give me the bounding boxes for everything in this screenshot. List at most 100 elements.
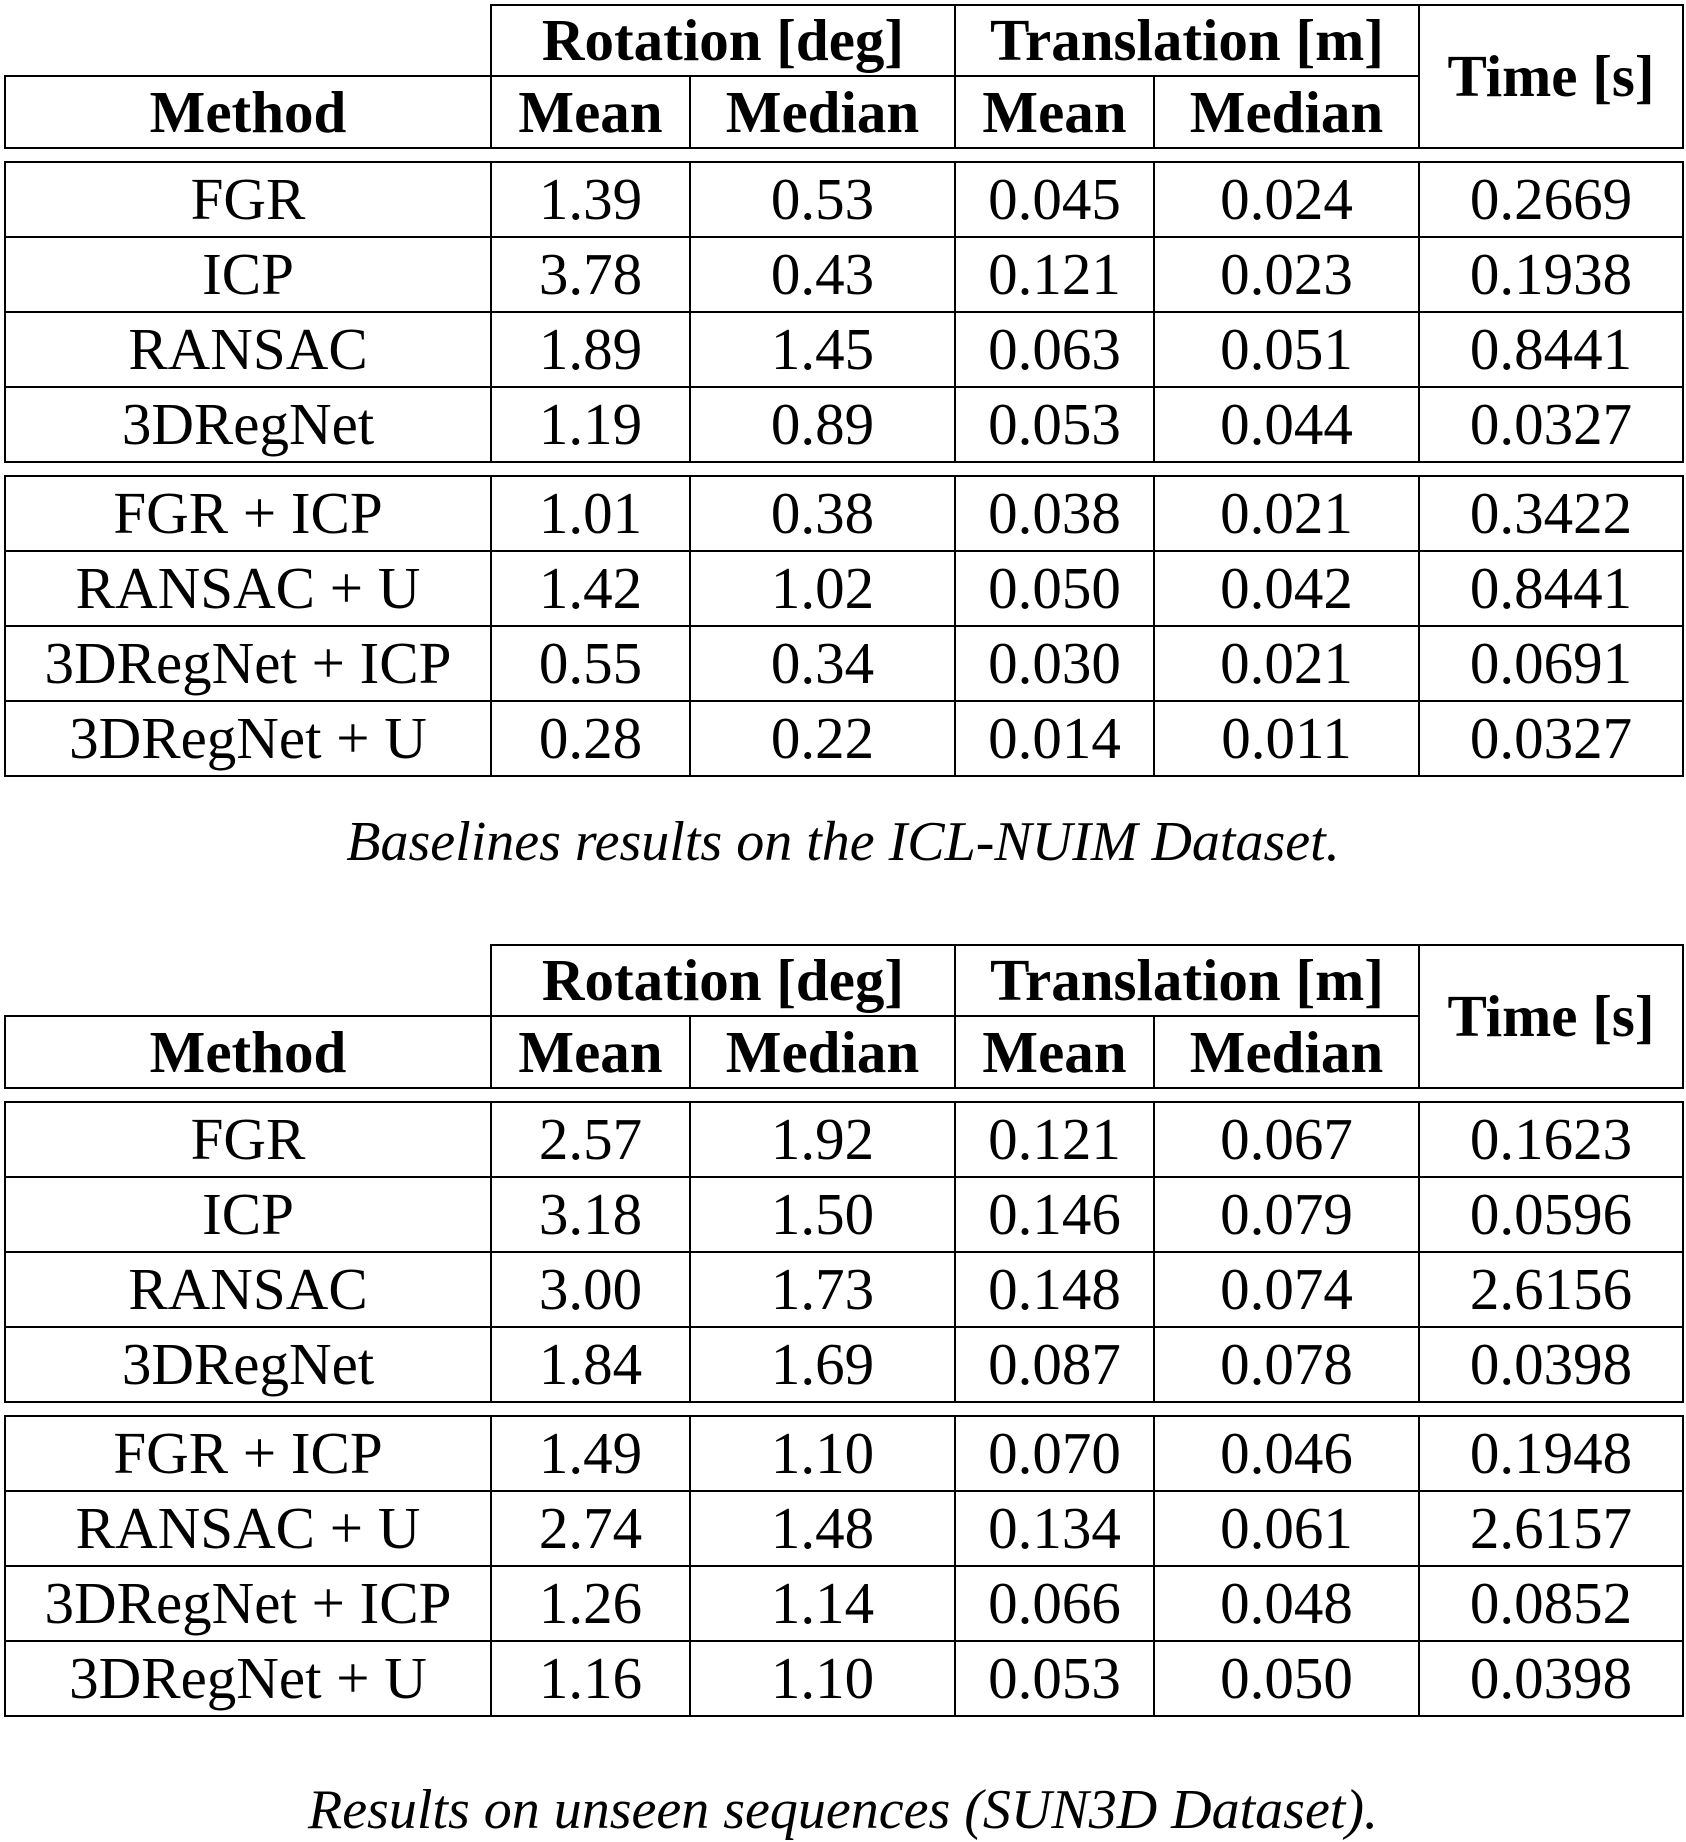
translation-median-header: Median <box>1153 1015 1420 1089</box>
method-cell: ICP <box>4 1176 492 1253</box>
rotation-median-cell: 1.10 <box>689 1415 956 1492</box>
translation-median-cell: 0.042 <box>1153 550 1420 627</box>
translation-mean-cell: 0.053 <box>954 1640 1155 1717</box>
time-header: Time [s] <box>1418 4 1684 149</box>
table-row: ICP 3.78 0.43 0.121 0.023 0.1938 <box>4 236 1684 313</box>
method-header: Method <box>4 1015 492 1089</box>
rotation-mean-cell: 2.74 <box>490 1490 691 1567</box>
rotation-median-cell: 0.89 <box>689 386 956 463</box>
table-body: FGR 2.57 1.92 0.121 0.067 0.1623 ICP 3.18 1.50 0.… <box>4 1087 1684 1717</box>
rotation-mean-cell: 2.57 <box>490 1101 691 1178</box>
translation-median-cell: 0.048 <box>1153 1565 1420 1642</box>
method-cell: RANSAC <box>4 1251 492 1328</box>
rotation-mean-cell: 1.26 <box>490 1565 691 1642</box>
method-cell: FGR + ICP <box>4 1415 492 1492</box>
table-row: 3DRegNet + ICP 0.55 0.34 0.030 0.021 0.0691 <box>4 625 1684 702</box>
time-cell: 0.0327 <box>1418 386 1684 463</box>
table-row: RANSAC 1.89 1.45 0.063 0.051 0.8441 <box>4 311 1684 388</box>
rotation-group-header: Rotation [deg] <box>490 944 956 1017</box>
time-cell: 0.8441 <box>1418 311 1684 388</box>
time-cell: 0.3422 <box>1418 475 1684 552</box>
rotation-mean-cell: 1.39 <box>490 161 691 238</box>
rotation-median-cell: 0.38 <box>689 475 956 552</box>
time-header: Time [s] <box>1418 944 1684 1089</box>
rotation-median-cell: 1.02 <box>689 550 956 627</box>
blank-header-cell <box>5 5 492 77</box>
rotation-mean-cell: 3.00 <box>490 1251 691 1328</box>
translation-mean-cell: 0.070 <box>954 1415 1155 1492</box>
rotation-median-header: Median <box>689 75 956 149</box>
translation-median-cell: 0.078 <box>1153 1326 1420 1403</box>
table-row: 3DRegNet + ICP 1.26 1.14 0.066 0.048 0.0852 <box>4 1565 1684 1642</box>
rotation-median-cell: 0.53 <box>689 161 956 238</box>
translation-mean-cell: 0.038 <box>954 475 1155 552</box>
method-cell: 3DRegNet <box>4 386 492 463</box>
method-cell: 3DRegNet + ICP <box>4 625 492 702</box>
translation-mean-cell: 0.050 <box>954 550 1155 627</box>
rotation-median-cell: 1.50 <box>689 1176 956 1253</box>
method-cell: RANSAC <box>4 311 492 388</box>
method-cell: FGR + ICP <box>4 475 492 552</box>
method-cell: 3DRegNet <box>4 1326 492 1403</box>
time-cell: 2.6157 <box>1418 1490 1684 1567</box>
time-cell: 0.0398 <box>1418 1326 1684 1403</box>
translation-mean-header: Mean <box>954 1015 1155 1089</box>
translation-median-cell: 0.051 <box>1153 311 1420 388</box>
translation-median-cell: 0.044 <box>1153 386 1420 463</box>
rotation-mean-cell: 1.49 <box>490 1415 691 1492</box>
translation-group-header: Translation [m] <box>954 4 1420 77</box>
group-spacer <box>5 1087 1683 1103</box>
table-row: FGR + ICP 1.49 1.10 0.070 0.046 0.1948 <box>4 1415 1684 1492</box>
rotation-median-cell: 1.48 <box>689 1490 956 1567</box>
table-row: RANSAC + U 2.74 1.48 0.134 0.061 2.6157 <box>4 1490 1684 1567</box>
rotation-median-cell: 0.43 <box>689 236 956 313</box>
translation-mean-cell: 0.134 <box>954 1490 1155 1567</box>
translation-median-cell: 0.023 <box>1153 236 1420 313</box>
time-cell: 0.8441 <box>1418 550 1684 627</box>
translation-median-cell: 0.050 <box>1153 1640 1420 1717</box>
group-spacer-cell <box>5 461 1683 477</box>
translation-mean-cell: 0.121 <box>954 1101 1155 1178</box>
translation-mean-cell: 0.030 <box>954 625 1155 702</box>
rotation-median-cell: 1.69 <box>689 1326 956 1403</box>
table-row: FGR + ICP 1.01 0.38 0.038 0.021 0.3422 <box>4 475 1684 552</box>
sun3d-results-table: Rotation [deg] Translation [m] Time [s] … <box>4 944 1684 1717</box>
translation-mean-cell: 0.148 <box>954 1251 1155 1328</box>
group-spacer <box>5 147 1683 163</box>
rotation-median-cell: 0.22 <box>689 700 956 777</box>
rotation-mean-cell: 1.19 <box>490 386 691 463</box>
translation-median-cell: 0.021 <box>1153 625 1420 702</box>
translation-mean-cell: 0.053 <box>954 386 1155 463</box>
rotation-mean-cell: 1.42 <box>490 550 691 627</box>
rotation-mean-cell: 3.78 <box>490 236 691 313</box>
time-cell: 2.6156 <box>1418 1251 1684 1328</box>
method-cell: ICP <box>4 236 492 313</box>
rotation-mean-header: Mean <box>490 75 691 149</box>
group-spacer <box>5 461 1683 477</box>
translation-median-cell: 0.046 <box>1153 1415 1420 1492</box>
translation-median-cell: 0.067 <box>1153 1101 1420 1178</box>
rotation-median-cell: 1.45 <box>689 311 956 388</box>
time-cell: 0.0691 <box>1418 625 1684 702</box>
rotation-median-cell: 1.73 <box>689 1251 956 1328</box>
time-cell: 0.1623 <box>1418 1101 1684 1178</box>
method-header: Method <box>4 75 492 149</box>
group-spacer <box>5 1401 1683 1417</box>
blank-header-cell <box>5 945 492 1017</box>
rotation-median-cell: 1.14 <box>689 1565 956 1642</box>
table-row: 3DRegNet + U 0.28 0.22 0.014 0.011 0.0327 <box>4 700 1684 777</box>
rotation-median-header: Median <box>689 1015 956 1089</box>
time-cell: 0.0398 <box>1418 1640 1684 1717</box>
translation-mean-cell: 0.014 <box>954 700 1155 777</box>
method-cell: RANSAC + U <box>4 1490 492 1567</box>
table-row: ICP 3.18 1.50 0.146 0.079 0.0596 <box>4 1176 1684 1253</box>
translation-mean-cell: 0.087 <box>954 1326 1155 1403</box>
rotation-mean-cell: 1.16 <box>490 1640 691 1717</box>
time-cell: 0.0596 <box>1418 1176 1684 1253</box>
method-cell: FGR <box>4 1101 492 1178</box>
method-cell: 3DRegNet + U <box>4 700 492 777</box>
rotation-mean-cell: 1.89 <box>490 311 691 388</box>
translation-median-header: Median <box>1153 75 1420 149</box>
table-row: 3DRegNet 1.84 1.69 0.087 0.078 0.0398 <box>4 1326 1684 1403</box>
table-row: RANSAC 3.00 1.73 0.148 0.074 2.6156 <box>4 1251 1684 1328</box>
